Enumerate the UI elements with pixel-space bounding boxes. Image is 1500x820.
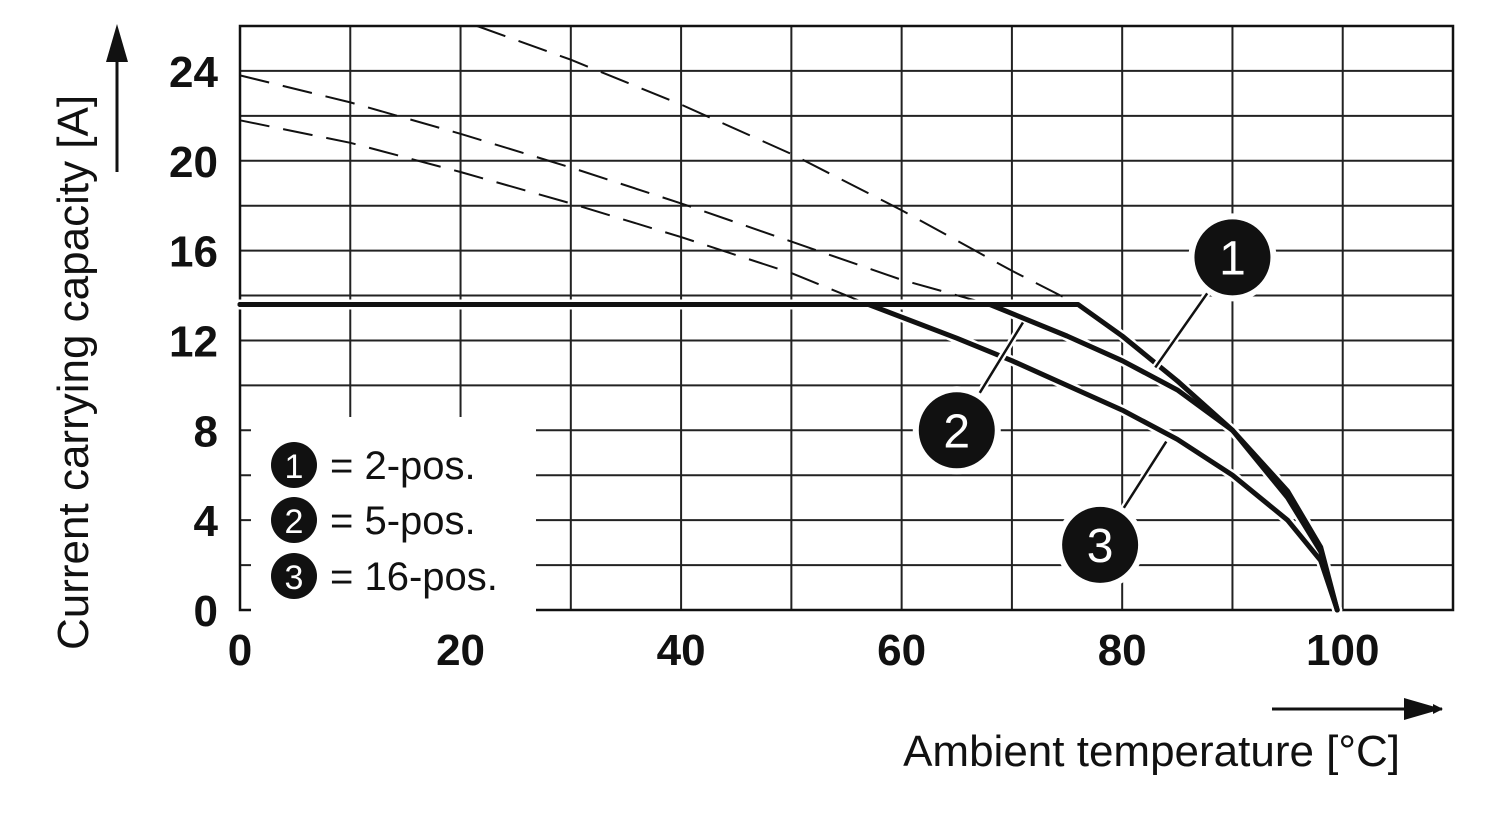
legend-item-1: 1 = 2-pos. [271,442,476,488]
series-2-derating-dashed [239,74,991,306]
derating-dashed-lines [239,25,1079,306]
x-axis-arrowhead [1404,698,1442,720]
callout-1-badge [1194,219,1271,296]
x-tick-label: 100 [1306,626,1379,675]
y-tick-label: 16 [169,228,218,277]
callout-3-number: 3 [1087,520,1114,573]
legend-marker-1 [271,442,317,488]
x-tick-label: 80 [1098,626,1147,675]
y-tick-label: 20 [169,138,218,187]
legend-item-2: 2 = 5-pos. [271,497,476,543]
x-tick-label: 40 [657,626,706,675]
y-tick-label: 4 [194,497,219,546]
y-axis-title: Current carrying capacity [A] [49,95,98,650]
series-3-derating-dashed [239,119,869,306]
y-tick-label: 8 [194,407,218,456]
y-tick-label: 24 [169,48,218,97]
callout-3-badge [1062,506,1139,583]
series-1-derating-dashed [476,25,1079,306]
legend: 1 = 2-pos. 2 = 5-pos. 3 = 16-pos. [251,417,536,612]
y-axis-arrowhead [106,24,128,62]
series-3-curve [237,302,1340,613]
legend-item-3: 3 = 16-pos. [271,553,498,599]
curve-callouts: 1 2 3 [912,213,1277,589]
x-axis-title: Ambient temperature [°C] [903,727,1400,776]
legend-label-1: = 2-pos. [330,444,476,488]
series-2-curve [237,302,1340,613]
legend-marker-1-label: 1 [285,448,304,486]
capacity-curves [235,299,1343,615]
callout-2-number: 2 [943,405,970,458]
legend-label-3: = 16-pos. [330,555,498,599]
x-tick-label: 60 [877,626,926,675]
callout-1-number: 1 [1219,232,1246,285]
plot-frame [238,24,1455,612]
legend-label-2: = 5-pos. [330,499,476,543]
callout-2-badge [918,392,995,469]
y-tick-label: 0 [194,587,218,636]
legend-marker-2 [271,497,317,543]
x-tick-label: 0 [228,626,252,675]
legend-marker-3-label: 3 [285,559,304,597]
y-tick-label: 12 [169,317,218,366]
legend-marker-2-label: 2 [285,503,304,541]
legend-marker-3 [271,553,317,599]
x-tick-label: 20 [436,626,485,675]
grid [238,24,1455,612]
